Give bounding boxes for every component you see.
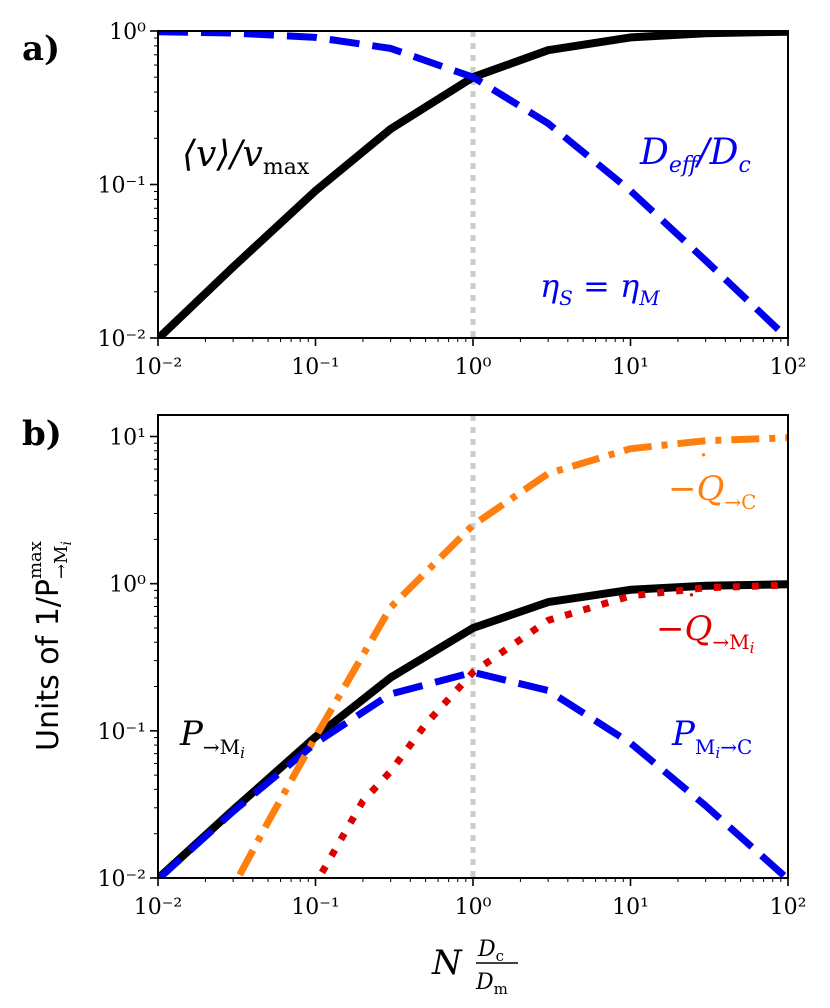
panel-b-xtick-label: 10² bbox=[770, 895, 807, 920]
panel-b-heat-c-dot: ˙ bbox=[696, 449, 711, 484]
panel-a-xtick-label: 10⁻² bbox=[134, 355, 182, 380]
panel-b-label-heat-m: −Q→Mi bbox=[656, 609, 755, 657]
panel-a-ytick-label: 10⁻² bbox=[98, 327, 146, 352]
panel-b-ylabel: Units of 1/P→Mimax bbox=[25, 541, 75, 751]
panel-a-xtick-label: 10⁻¹ bbox=[291, 355, 339, 380]
panel-b-ytick-label: 10⁰ bbox=[109, 573, 146, 598]
panel-a-label-velocity: ⟨v⟩/vmax bbox=[182, 134, 310, 180]
xlabel-n: N bbox=[431, 943, 463, 983]
panel-b-ytick-label: 10⁻¹ bbox=[98, 720, 146, 745]
panel-a-label-diffusion: Deff/Dc bbox=[639, 132, 751, 178]
panel-b-series-1 bbox=[158, 668, 788, 878]
panel-a-xtick-label: 10² bbox=[770, 355, 807, 380]
panel-b-xtick-label: 10¹ bbox=[612, 895, 649, 920]
panel-b-axes: 10⁻² 10⁻¹ 10⁰ 10¹ 10² 10⁻² 10⁻¹ 10⁰ 10¹ bbox=[98, 426, 807, 920]
panel-b-series-layer bbox=[158, 434, 788, 878]
panel-b-ytick-label: 10¹ bbox=[109, 426, 146, 451]
panel-a-ytick-label: 10⁻¹ bbox=[98, 174, 146, 199]
xlabel-denominator: Dm bbox=[475, 970, 508, 998]
panel-b-label-heat-c: −Q→C bbox=[668, 469, 756, 514]
panel-a-condition: ηS = ηM bbox=[540, 267, 660, 310]
panel-b-xtick-label: 10⁻¹ bbox=[291, 895, 339, 920]
panel-a-xtick-label: 10¹ bbox=[612, 355, 649, 380]
panel-b-series-3 bbox=[318, 581, 788, 875]
panel-b-series-2 bbox=[236, 434, 788, 877]
panel-b-ytick-label: 10⁻² bbox=[98, 867, 146, 892]
panel-b-xtick-label: 10⁰ bbox=[455, 895, 492, 920]
panel-b-heat-m-dot: ˙ bbox=[684, 589, 699, 624]
panel-b-xlabel: N Dc Dm bbox=[431, 937, 518, 998]
panel-b-label-power-in: P→Mi bbox=[179, 714, 245, 762]
panel-a-ytick-label: 10⁰ bbox=[109, 20, 146, 45]
panel-a-series-1 bbox=[158, 31, 788, 338]
panel-b-xtick-label: 10⁻² bbox=[134, 895, 182, 920]
panel-a: a) 10⁻² 10⁻¹ 10⁰ 10¹ 10² 10⁻² 10⁻¹ 10⁰ ⟨v⟩/vmax… bbox=[22, 20, 806, 380]
panel-a-xtick-label: 10⁰ bbox=[455, 355, 492, 380]
xlabel-numerator: Dc bbox=[477, 937, 504, 965]
panel-a-axes: 10⁻² 10⁻¹ 10⁰ 10¹ 10² 10⁻² 10⁻¹ 10⁰ bbox=[98, 20, 807, 380]
panel-b-label-power-out: PMi→C bbox=[671, 714, 752, 762]
panel-a-series-layer bbox=[158, 31, 788, 338]
panel-a-label: a) bbox=[22, 29, 60, 69]
panel-b-label: b) bbox=[22, 414, 62, 454]
